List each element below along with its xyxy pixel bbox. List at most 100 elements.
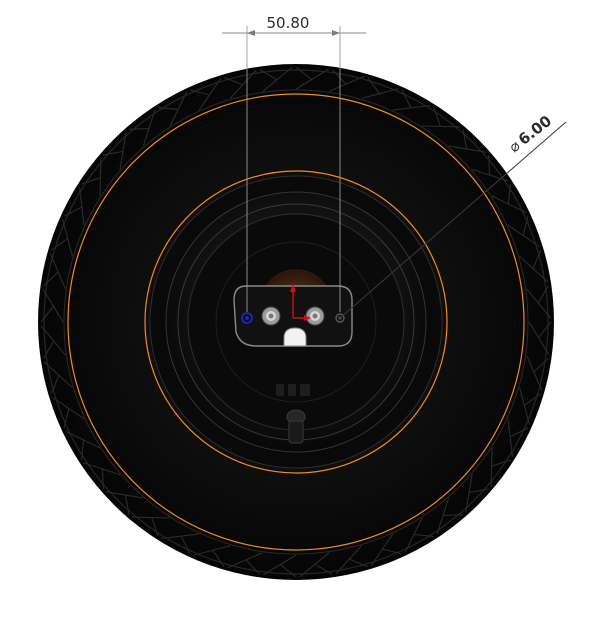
dim-arrow-right — [332, 30, 340, 36]
highlight-edge-inner — [144, 170, 448, 474]
tread-line — [421, 125, 461, 128]
tread-line — [151, 517, 159, 537]
tread-line — [81, 177, 101, 185]
tread-line — [63, 206, 83, 217]
tread-line — [349, 558, 369, 568]
bolt-left[interactable] — [261, 306, 281, 326]
tread-line — [314, 563, 333, 575]
tread-line — [490, 447, 493, 487]
tread-line — [295, 68, 329, 90]
tread-line — [259, 69, 278, 81]
dim-arrow-left — [247, 30, 255, 36]
hub-ring — [215, 241, 377, 403]
tread-line — [465, 474, 473, 513]
tread-line — [280, 564, 297, 578]
tread-line — [124, 494, 130, 515]
tread-line — [101, 468, 104, 490]
valve-stem[interactable] — [286, 409, 306, 444]
tread-line — [40, 325, 66, 356]
tread-line — [519, 387, 530, 425]
tread-line — [50, 375, 60, 395]
tread-line — [158, 106, 179, 111]
linear-dimension[interactable]: 50.80 — [222, 14, 366, 312]
tread-line — [180, 535, 191, 555]
bolt-right[interactable] — [305, 306, 325, 326]
tire-tread — [40, 66, 552, 578]
tread-line — [361, 88, 399, 99]
tread-line — [462, 129, 468, 150]
tread-line — [245, 559, 261, 575]
tread-line — [413, 533, 434, 538]
tread-line — [43, 271, 59, 287]
tread-line — [331, 69, 347, 85]
tread-line — [538, 321, 552, 338]
tread-line — [328, 75, 365, 92]
tread-line — [528, 321, 550, 355]
tread-line — [62, 219, 73, 257]
tread-line — [509, 427, 529, 438]
origin-triad — [290, 284, 311, 321]
tread-line — [401, 89, 412, 109]
tread-line — [442, 514, 464, 517]
tread-line — [103, 150, 124, 156]
tread-line — [212, 549, 225, 568]
tread-line — [40, 306, 54, 323]
tread-line — [52, 396, 85, 420]
dimension-value-diameter[interactable]: 6.00 — [515, 112, 555, 149]
tread-line — [161, 533, 200, 540]
tread-line — [65, 430, 101, 449]
tread-line — [128, 127, 150, 130]
tread-line — [119, 131, 127, 170]
hub-embossing — [276, 384, 310, 396]
tread-line — [382, 548, 403, 555]
tread-line — [491, 195, 527, 214]
tread-line — [471, 168, 509, 182]
dimension-value-linear[interactable]: 50.80 — [267, 14, 310, 32]
tread-line — [169, 91, 188, 127]
tread-line — [42, 289, 64, 323]
tread-line — [507, 184, 512, 205]
tread-line — [404, 517, 423, 553]
tread-line — [522, 215, 529, 236]
tread-line — [436, 497, 450, 535]
tread-line — [519, 255, 549, 283]
tread-inner-edge — [63, 89, 529, 555]
tire-outer-edge — [43, 69, 549, 575]
diameter-leader — [339, 121, 567, 319]
tread-line — [488, 154, 491, 176]
tread-line — [229, 69, 257, 99]
tread-line — [526, 354, 543, 391]
tread-line — [227, 552, 264, 569]
tread-line — [63, 408, 70, 429]
tread-line — [468, 488, 489, 494]
tread-line — [433, 107, 441, 127]
tread-line — [532, 249, 542, 269]
tread-line — [507, 224, 540, 248]
tread-line — [335, 545, 363, 575]
tread-line — [367, 76, 380, 95]
tread-line — [533, 357, 549, 373]
tread-line — [370, 533, 394, 566]
tread-line — [392, 104, 431, 111]
tread-line — [80, 439, 85, 460]
tread-line — [43, 340, 55, 359]
tread-line — [223, 76, 243, 86]
tread-line — [537, 285, 549, 304]
tread-line — [263, 554, 297, 576]
center-boss — [283, 327, 307, 347]
tread-line — [299, 552, 330, 578]
tread-line — [83, 462, 121, 476]
tread-line — [523, 393, 542, 406]
tread-line — [43, 361, 73, 389]
tread-line — [507, 418, 514, 457]
tread-line — [105, 491, 144, 499]
tread-line — [262, 66, 293, 92]
tread-line — [198, 78, 222, 111]
tread-line — [99, 157, 102, 197]
sketch-point-left[interactable] — [241, 312, 253, 324]
tread-line — [131, 516, 171, 519]
tread-line — [491, 459, 511, 467]
tread-line — [49, 253, 66, 290]
tread-line — [78, 187, 85, 226]
